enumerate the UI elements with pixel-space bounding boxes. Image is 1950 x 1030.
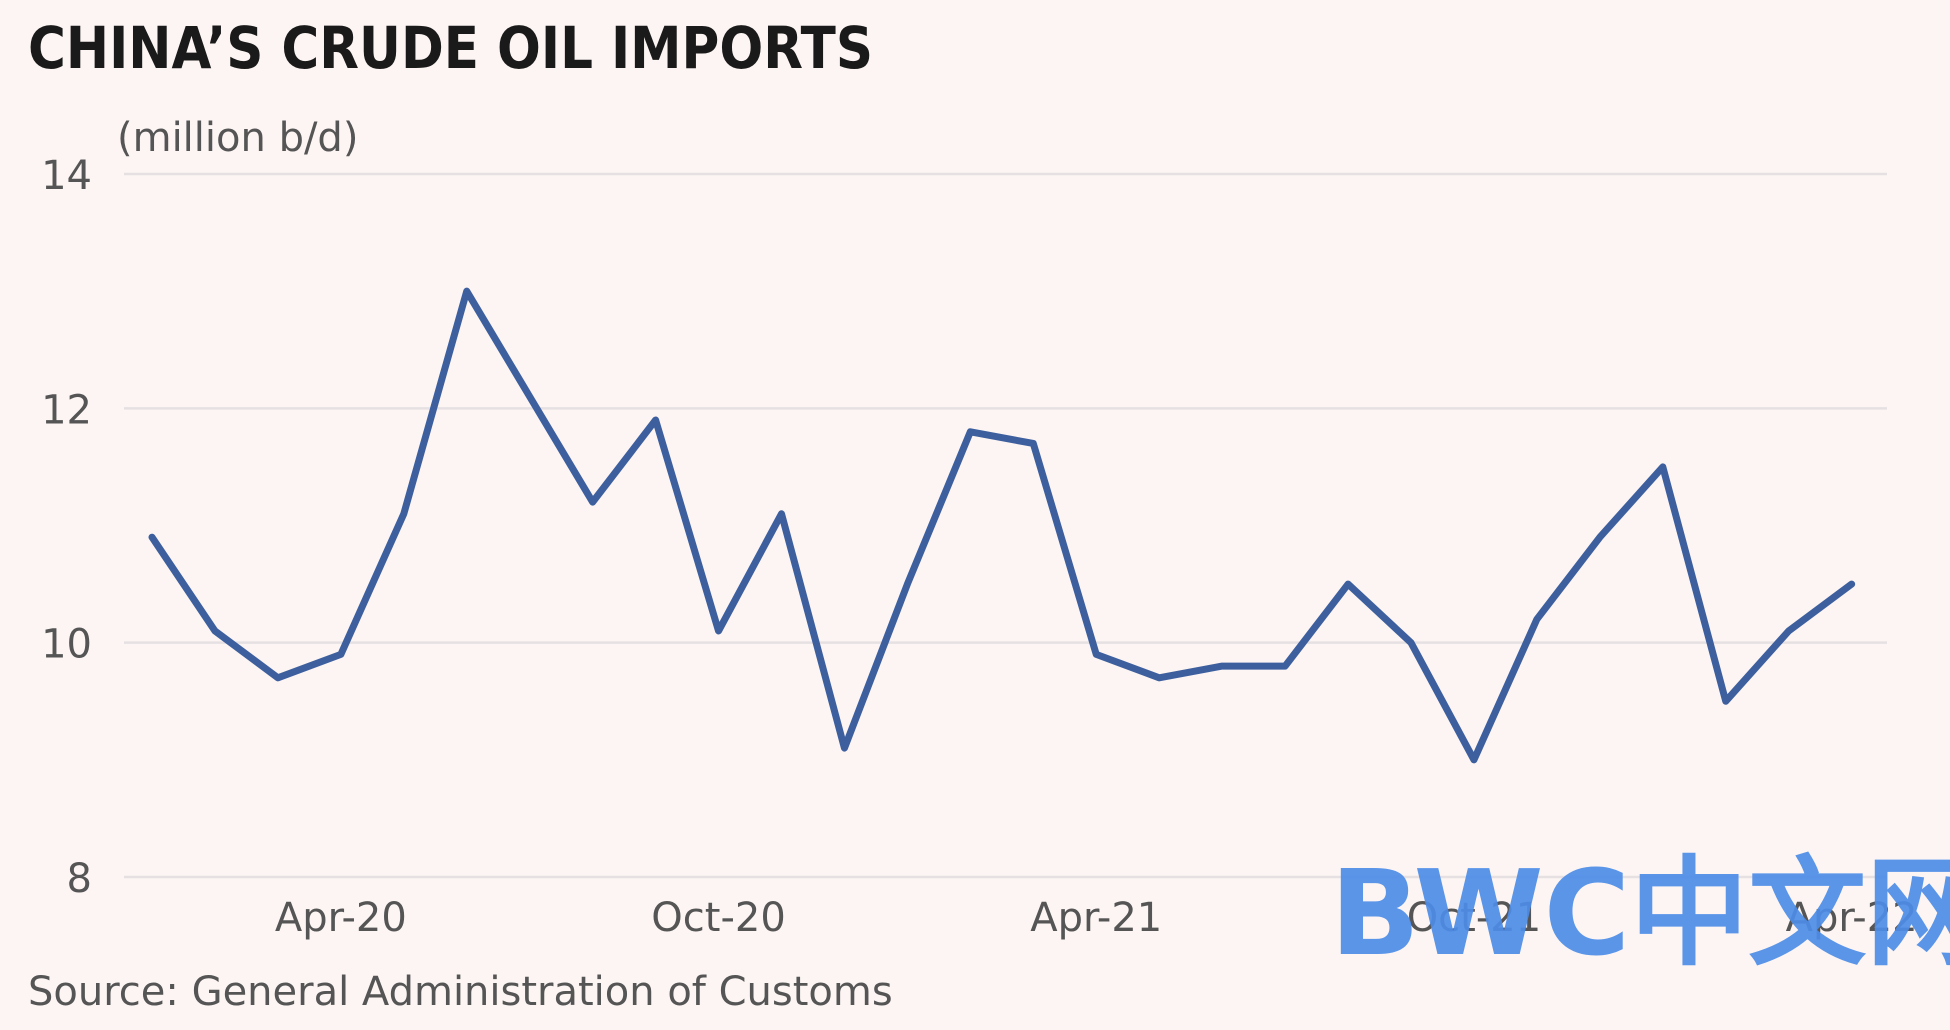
x-tick-label: Oct-20 [651, 895, 786, 941]
plot: 8 10 12 14 Apr-20 Oct-20 Apr-21 Oct-21 Apr-22 [41, 153, 1918, 941]
y-axis-label: (million b/d) [117, 115, 358, 161]
data-line [148, 287, 1856, 764]
x-tick-label: Apr-20 [275, 895, 407, 941]
y-tick-label: 8 [67, 856, 92, 902]
x-tick-label: Apr-22 [1786, 895, 1918, 941]
y-tick-label: 12 [41, 387, 92, 433]
y-tick-label: 14 [41, 153, 92, 199]
source: Source: General Administration of Custom… [28, 969, 893, 1015]
watermark: BWC中文网 [1330, 844, 1950, 982]
x-tick-label: Oct-21 [1407, 895, 1542, 941]
y-tick-label: 10 [41, 622, 92, 668]
chart-title: CHINA’S CRUDE OIL IMPORTS [28, 14, 873, 82]
x-tick-label: Apr-21 [1030, 895, 1162, 941]
